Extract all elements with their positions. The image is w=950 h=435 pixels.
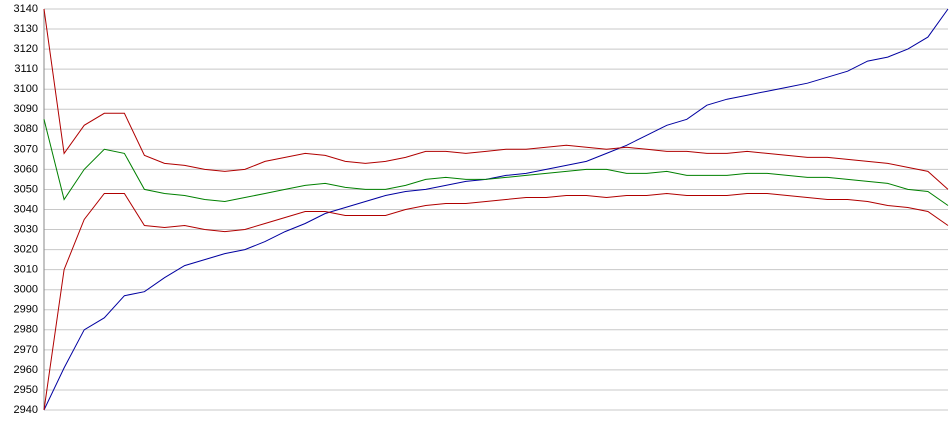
y-tick-label: 3100: [14, 83, 38, 95]
y-tick-label: 3030: [14, 223, 38, 235]
y-tick-label: 3090: [14, 103, 38, 115]
y-tick-label: 3040: [14, 203, 38, 215]
y-tick-label: 2940: [14, 404, 38, 416]
y-tick-label: 3110: [14, 63, 38, 75]
y-tick-label: 3050: [14, 183, 38, 195]
y-tick-label: 3060: [14, 163, 38, 175]
y-tick-label: 3080: [14, 123, 38, 135]
y-tick-label: 2960: [14, 364, 38, 376]
y-tick-label: 3010: [14, 264, 38, 276]
y-tick-label: 2970: [14, 344, 38, 356]
series-line: [43, 119, 949, 206]
y-tick-label: 3070: [14, 143, 38, 155]
y-tick-label: 3140: [14, 3, 38, 15]
series-line: [43, 192, 949, 411]
y-tick-label: 3020: [14, 244, 38, 256]
y-tick-label: 3000: [14, 284, 38, 296]
series-line: [43, 8, 949, 190]
series-line: [43, 8, 949, 411]
y-tick-label: 2980: [14, 324, 38, 336]
y-tick-label: 3130: [14, 23, 38, 35]
y-tick-label: 3120: [14, 43, 38, 55]
y-tick-label: 2950: [14, 384, 38, 396]
y-tick-label: 2990: [14, 304, 38, 316]
